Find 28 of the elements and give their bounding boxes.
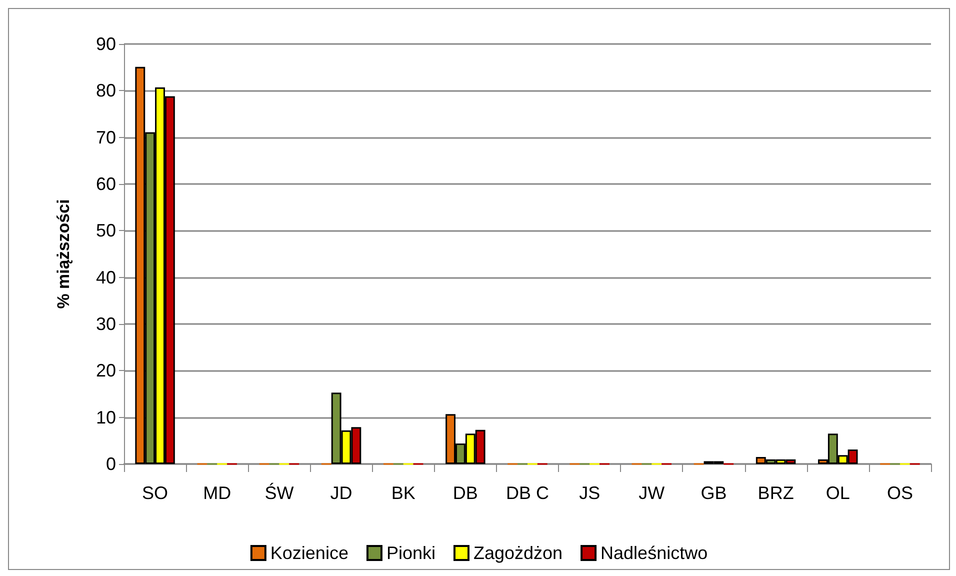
legend-label: Pionki	[386, 543, 436, 563]
y-tick-label: 70	[96, 127, 116, 148]
x-tick-label: JD	[330, 483, 352, 503]
x-tick-label: JS	[579, 483, 600, 503]
x-tick-label: DB C	[506, 483, 550, 503]
x-tick-label: DB	[452, 483, 478, 503]
legend-label: Nadleśnictwo	[600, 543, 708, 563]
y-tick-label: 80	[96, 80, 116, 101]
y-tick-label: 10	[96, 407, 116, 428]
x-tick-label: ŚW	[264, 482, 294, 503]
y-tick-label: 20	[96, 360, 116, 381]
legend-label: Kozienice	[270, 543, 348, 563]
x-tick-label: OS	[886, 483, 913, 503]
x-tick-label: BK	[391, 483, 416, 503]
y-tick-label: 90	[96, 34, 116, 54]
x-tick-label: OL	[826, 483, 850, 503]
x-tick-label: BRZ	[758, 483, 794, 503]
y-axis-title: % miąższości	[54, 199, 73, 309]
y-tick-label: 40	[96, 267, 116, 288]
legend-label: Zagożdżon	[473, 543, 563, 563]
x-tick-label: JW	[638, 483, 665, 503]
y-tick-label: 50	[96, 220, 116, 241]
y-tick-label: 0	[106, 454, 116, 474]
y-tick-label: 30	[96, 314, 116, 334]
x-tick-label: SO	[142, 483, 168, 503]
y-tick-label: 60	[96, 174, 116, 194]
x-tick-label: MD	[203, 483, 232, 503]
x-tick-label: GB	[700, 483, 727, 503]
